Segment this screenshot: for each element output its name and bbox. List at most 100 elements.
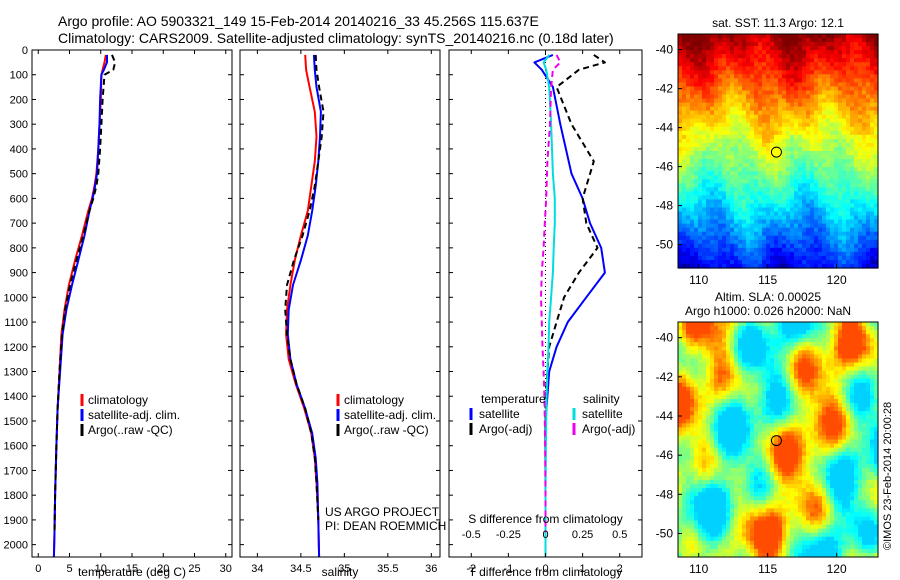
heatmap-cell bbox=[770, 50, 775, 55]
heatmap-cell bbox=[862, 354, 867, 360]
heatmap-cell bbox=[814, 334, 819, 339]
heatmap-cell bbox=[870, 175, 875, 180]
heatmap-cell bbox=[706, 467, 711, 473]
heatmap-cell bbox=[790, 203, 795, 209]
heatmap-cell bbox=[790, 138, 795, 144]
heatmap-cell bbox=[842, 211, 847, 217]
heatmap-cell bbox=[802, 94, 807, 100]
heatmap-cell bbox=[714, 362, 719, 368]
heatmap-cell bbox=[826, 94, 831, 100]
heatmap-cell bbox=[826, 423, 831, 428]
heatmap-cell bbox=[790, 195, 795, 201]
heatmap-cell bbox=[786, 167, 791, 172]
heatmap-cell bbox=[746, 134, 751, 140]
heatmap-cell bbox=[678, 66, 683, 71]
heatmap-cell bbox=[722, 122, 727, 128]
heatmap-cell bbox=[714, 350, 719, 356]
heatmap-cell bbox=[810, 34, 815, 39]
heatmap-cell bbox=[858, 175, 863, 180]
heatmap-cell bbox=[714, 415, 719, 420]
heatmap-cell bbox=[718, 370, 723, 376]
heatmap-cell bbox=[798, 122, 803, 128]
heatmap-cell bbox=[782, 146, 787, 152]
heatmap-cell bbox=[810, 102, 815, 108]
heatmap-cell bbox=[790, 159, 795, 164]
heatmap-cell bbox=[698, 251, 703, 257]
heatmap-cell bbox=[818, 90, 823, 96]
heatmap-cell bbox=[726, 46, 731, 51]
heatmap-cell bbox=[798, 155, 803, 160]
heatmap-cell bbox=[778, 203, 783, 209]
heatmap-cell bbox=[854, 255, 859, 261]
heatmap-cell bbox=[746, 102, 751, 108]
heatmap-cell bbox=[850, 223, 855, 229]
heatmap-cell bbox=[798, 346, 803, 351]
heatmap-cell bbox=[690, 227, 695, 233]
heatmap-cell bbox=[710, 407, 715, 412]
heatmap-cell bbox=[822, 207, 827, 213]
heatmap-cell bbox=[794, 247, 799, 253]
heatmap-cell bbox=[722, 70, 727, 75]
heatmap-cell bbox=[826, 86, 831, 92]
heatmap-cell bbox=[870, 330, 875, 335]
heatmap-cell bbox=[682, 455, 687, 461]
heatmap-cell bbox=[834, 42, 839, 47]
heatmap-cell bbox=[738, 330, 743, 335]
heatmap-cell bbox=[850, 167, 855, 172]
s-tick-label: 0.25 bbox=[572, 529, 593, 541]
heatmap-cell bbox=[706, 390, 711, 396]
heatmap-cell bbox=[802, 38, 807, 43]
heatmap-cell bbox=[782, 362, 787, 368]
heatmap-cell bbox=[774, 403, 779, 408]
heatmap-cell bbox=[694, 58, 699, 63]
heatmap-cell bbox=[718, 94, 723, 100]
heatmap-cell bbox=[826, 455, 831, 461]
heatmap-cell bbox=[722, 374, 727, 380]
heatmap-cell bbox=[818, 86, 823, 92]
heatmap-cell bbox=[850, 447, 855, 453]
heatmap-cell bbox=[754, 130, 759, 136]
heatmap-cell bbox=[742, 46, 747, 51]
heatmap-cell bbox=[706, 90, 711, 96]
heatmap-cell bbox=[802, 106, 807, 112]
heatmap-cell bbox=[682, 251, 687, 257]
heatmap-cell bbox=[826, 338, 831, 343]
heatmap-cell bbox=[766, 435, 771, 441]
heatmap-cell bbox=[686, 326, 691, 331]
heatmap-cell bbox=[746, 435, 751, 441]
heatmap-cell bbox=[798, 114, 803, 120]
heatmap-cell bbox=[790, 362, 795, 368]
heatmap-cell bbox=[830, 435, 835, 441]
heatmap-cell bbox=[702, 146, 707, 152]
heatmap-cell bbox=[846, 423, 851, 428]
heatmap-cell bbox=[710, 431, 715, 437]
heatmap-cell bbox=[818, 179, 823, 184]
heatmap-cell bbox=[714, 195, 719, 201]
heatmap-cell bbox=[694, 427, 699, 432]
heatmap-cell bbox=[786, 86, 791, 92]
heatmap-cell bbox=[726, 407, 731, 412]
heatmap-cell bbox=[814, 50, 819, 55]
heatmap-cell bbox=[810, 66, 815, 71]
heatmap-cell bbox=[786, 94, 791, 100]
heatmap-cell bbox=[722, 427, 727, 432]
heatmap-cell bbox=[726, 451, 731, 457]
heatmap-cell bbox=[866, 155, 871, 160]
heatmap-cell bbox=[826, 322, 831, 327]
heatmap-cell bbox=[822, 439, 827, 445]
heatmap-cell bbox=[718, 443, 723, 449]
heatmap-cell bbox=[722, 179, 727, 184]
heatmap-cell bbox=[722, 54, 727, 59]
heatmap-cell bbox=[874, 211, 879, 217]
heatmap-cell bbox=[830, 134, 835, 140]
heatmap-cell bbox=[810, 322, 815, 327]
heatmap-cell bbox=[786, 439, 791, 445]
heatmap-cell bbox=[682, 330, 687, 335]
heatmap-cell bbox=[738, 155, 743, 160]
heatmap-cell bbox=[734, 146, 739, 152]
heatmap-cell bbox=[734, 439, 739, 445]
heatmap-cell bbox=[762, 70, 767, 75]
heatmap-cell bbox=[786, 163, 791, 168]
heatmap-cell bbox=[698, 54, 703, 59]
heatmap-cell bbox=[734, 247, 739, 253]
